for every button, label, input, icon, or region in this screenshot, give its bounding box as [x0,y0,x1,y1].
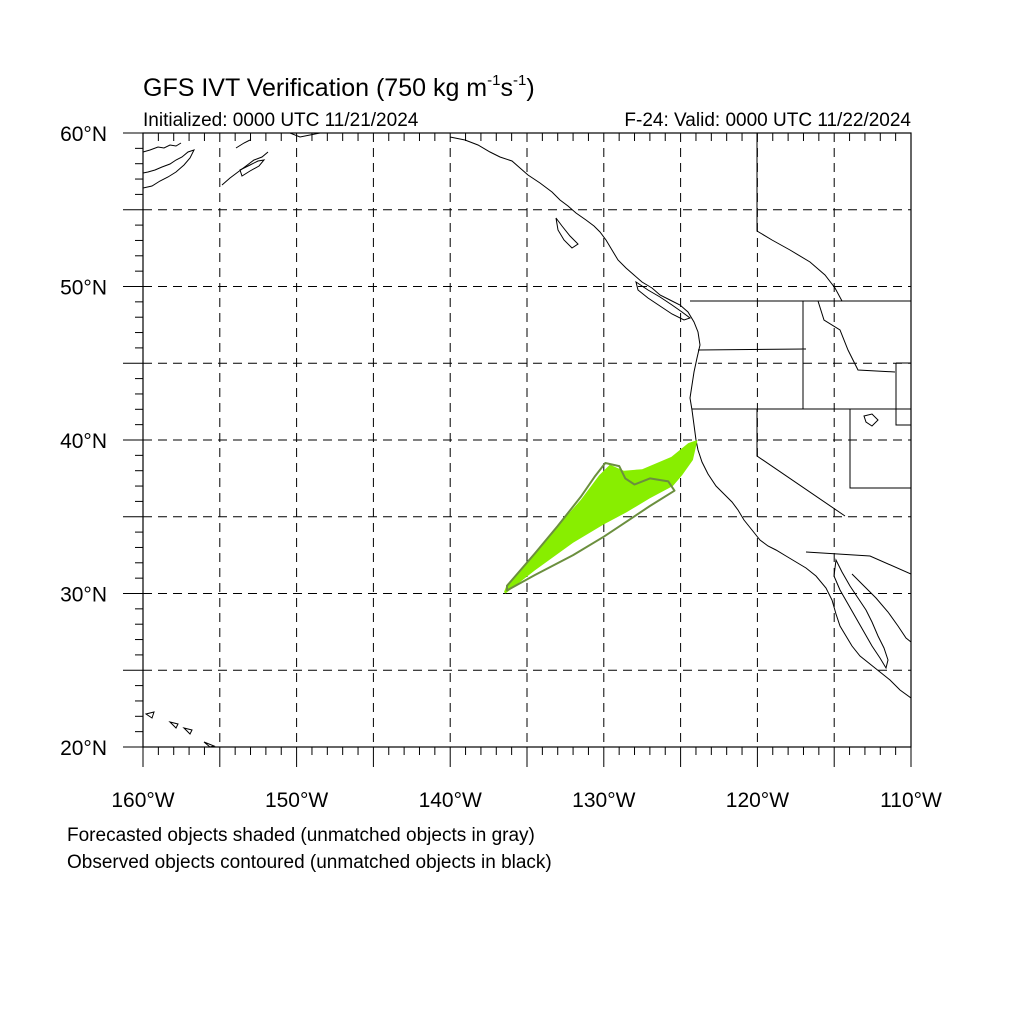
state-borders [692,300,911,575]
legend-forecast-note: Forecasted objects shaded (unmatched obj… [67,825,535,846]
valid-time-label: F-24: Valid: 0000 UTC 11/22/2024 [624,110,911,131]
kodiak-island [239,159,266,177]
lon-label: 160°W [111,789,174,812]
lat-label: 60°N [60,123,107,146]
lon-label: 110°W [880,789,942,812]
canada-provinces [756,133,843,302]
lon-label: 130°W [572,789,635,812]
bc-islands [555,217,692,321]
lat-label: 20°N [60,737,107,760]
axis-ticks [123,132,912,767]
hawaii-islands [144,711,216,747]
coastlines [143,133,911,747]
observed-object-contour [506,462,676,592]
mexico-coast [851,573,911,643]
chart-title: GFS IVT Verification (750 kg m-1s-1) [143,72,535,102]
lat-label: 30°N [60,584,107,607]
great-salt-lake [863,413,879,427]
ivt-objects [504,440,698,594]
lon-label: 150°W [265,789,328,812]
legend-observed-note: Observed objects contoured (unmatched ob… [67,852,552,873]
lon-label: 140°W [419,789,482,812]
lat-label: 40°N [60,430,107,453]
lat-label: 50°N [60,277,107,300]
alaska-coast [143,149,195,189]
axis-labels: 60°N 50°N 40°N 30°N 20°N 160°W 150°W 140°W 130°W… [60,123,942,812]
us-west-coast [695,439,911,699]
graticule [143,133,911,747]
gulf-of-alaska-coast [289,133,701,441]
init-time-label: Initialized: 0000 UTC 11/21/2024 [143,110,419,131]
lon-label: 120°W [726,789,789,812]
baja-peninsula [833,558,889,670]
alaska-peninsula [143,139,269,186]
